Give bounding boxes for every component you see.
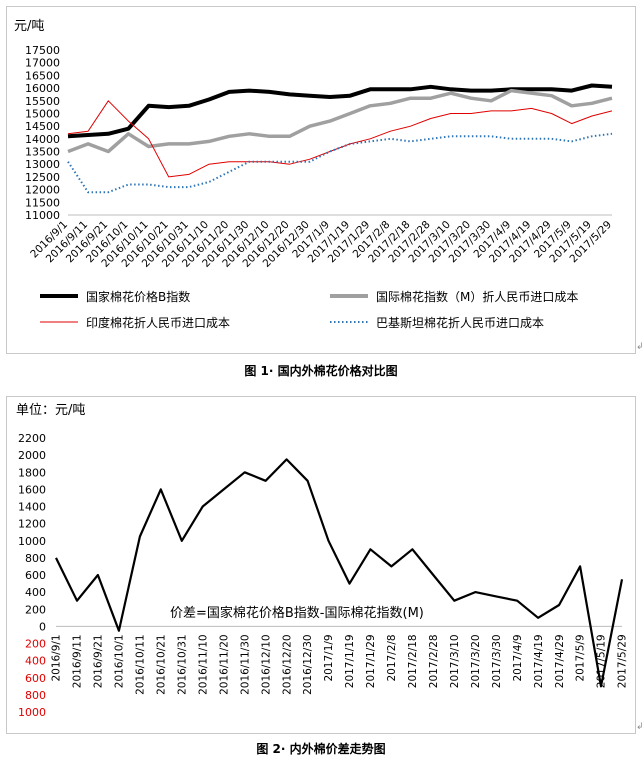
series-line-3 <box>67 132 613 194</box>
series-line-0 <box>67 83 613 139</box>
y-tick-label: 1000 <box>18 535 46 548</box>
x-tick-label: 2017/4/29 <box>554 634 566 688</box>
y-tick-label: 1400 <box>18 501 46 514</box>
x-tick-label: 2017/1/19 <box>344 634 356 688</box>
y-tick-label: 17000 <box>25 57 60 70</box>
legend-label: 印度棉花折人民币进口成本 <box>86 315 230 330</box>
x-tick-label: 2016/10/31 <box>176 634 188 695</box>
x-tick-label: 2017/4/9 <box>512 634 524 681</box>
x-tick-label: 2016/12/20 <box>281 634 293 695</box>
y-tick-label: 400 <box>25 586 46 599</box>
y-tick-label: 15500 <box>25 95 60 108</box>
y-tick-label: 15000 <box>25 107 60 120</box>
x-tick-label: 2016/11/10 <box>197 634 209 695</box>
paragraph-mark: ↲ <box>636 342 642 352</box>
x-tick-label: 2016/10/11 <box>135 634 147 695</box>
y-axis-unit-label: 单位：元/吨 <box>16 403 85 418</box>
y-tick-label: 13500 <box>25 146 60 159</box>
x-tick-label: 2016/9/21 <box>93 634 105 688</box>
y-tick-label: 17500 <box>25 44 60 57</box>
chart-annotation: 价差=国家棉花价格B指数-国际棉花指数(M) <box>170 605 424 621</box>
y-tick-label: 12500 <box>25 171 60 184</box>
x-tick-label: 2017/3/10 <box>449 634 461 688</box>
x-tick-label: 2017/2/8 <box>386 634 398 681</box>
y-tick-label: 1000 <box>18 706 46 719</box>
x-tick-label: 2017/5/29 <box>617 634 629 688</box>
paragraph-mark: ↲ <box>636 722 642 732</box>
x-tick-label: 2017/1/9 <box>323 634 335 681</box>
y-tick-label: 600 <box>25 672 46 685</box>
series-line-1 <box>67 88 613 154</box>
y-tick-label: 12000 <box>25 184 60 197</box>
x-tick-label: 2017/4/19 <box>533 634 545 688</box>
y-tick-label: 11500 <box>25 196 60 209</box>
y-tick-label: 16000 <box>25 82 60 95</box>
price-comparison-chart: 元/吨 1100011500120001250013000135001400014… <box>14 19 614 330</box>
x-tick-label: 2016/11/30 <box>239 634 251 695</box>
x-tick-label: 2016/10/21 <box>155 634 167 695</box>
legend-label: 国际棉花指数（M）折人民币进口成本 <box>376 289 578 304</box>
y-tick-label: 600 <box>25 569 46 582</box>
y-tick-label: 800 <box>25 689 46 702</box>
figure-1-caption: 图 1· 国内外棉花价格对比图 <box>244 364 398 378</box>
y-tick-label: 200 <box>25 603 46 616</box>
x-tick-label: 2016/9/11 <box>72 634 84 688</box>
chart-frame-spread <box>6 396 636 734</box>
y-tick-label: 200 <box>25 638 46 651</box>
x-tick-label: 2016/12/30 <box>302 634 314 695</box>
y-tick-label: 11000 <box>25 209 60 222</box>
x-tick-label: 2016/12/10 <box>260 634 272 695</box>
x-tick-label: 2017/2/28 <box>428 634 440 688</box>
x-tick-label: 2017/3/20 <box>470 634 482 688</box>
legend-label: 国家棉花价格B指数 <box>86 289 190 304</box>
x-tick-label: 2017/5/9 <box>575 634 587 681</box>
x-tick-label: 2016/11/20 <box>218 634 230 695</box>
y-tick-label: 800 <box>25 552 46 565</box>
y-tick-label: 1800 <box>18 466 46 479</box>
x-tick-label: 2017/2/18 <box>407 634 419 688</box>
y-tick-label: 2000 <box>18 449 46 462</box>
series-line-spread <box>55 458 624 688</box>
y-tick-label: 13000 <box>25 158 60 171</box>
y-tick-label: 16500 <box>25 69 60 82</box>
y-axis-unit-label: 元/吨 <box>14 19 44 34</box>
y-tick-label: 14500 <box>25 120 60 133</box>
series-line-2 <box>67 100 613 178</box>
x-tick-label: 2017/3/30 <box>491 634 503 688</box>
chart-frame-price-comparison <box>6 6 636 354</box>
y-tick-label: 400 <box>25 655 46 668</box>
y-tick-label: 1200 <box>18 518 46 531</box>
y-tick-label: 1600 <box>18 483 46 496</box>
x-tick-label: 2017/1/29 <box>365 634 377 688</box>
x-tick-label: 2016/9/1 <box>51 634 63 681</box>
x-tick-label: 2016/10/1 <box>114 634 126 688</box>
y-tick-label: 14000 <box>25 133 60 146</box>
figure-2-caption: 图 2· 内外棉价差走势图 <box>256 742 386 756</box>
y-tick-label: 0 <box>39 620 46 633</box>
legend-label: 巴基斯坦棉花折人民币进口成本 <box>376 315 544 330</box>
y-tick-label: 2200 <box>18 432 46 445</box>
